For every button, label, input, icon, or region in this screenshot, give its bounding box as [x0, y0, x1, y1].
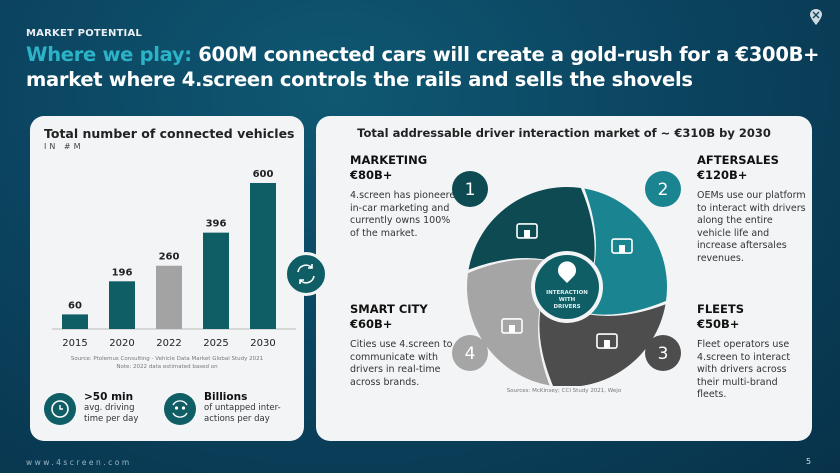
segment-name: SMART CITY: [350, 302, 428, 316]
chart-subtitle: IN #M: [44, 142, 84, 151]
segment-text: Cities use 4.screen to communicate with …: [350, 339, 453, 388]
bar-2022: [156, 265, 182, 329]
segment-text: 4.screen has pioneered in-car marketing …: [350, 190, 462, 239]
x-tick-label: 2022: [156, 338, 181, 349]
segment-arc-marketing: [468, 187, 595, 270]
segment-arc-smart-city: [467, 259, 550, 386]
chart-title: Total number of connected vehicles: [44, 126, 295, 141]
stat-value: >50 min: [84, 391, 134, 403]
market-card: Total addressable driver interaction mar…: [316, 116, 812, 441]
center-circle: [535, 255, 599, 319]
x-tick-label: 2020: [109, 338, 134, 349]
market-source: Sources: McKinsey; CCI Study 2021, Wejo: [506, 388, 622, 394]
x-tick-label: 2030: [250, 338, 275, 349]
segment-name: MARKETING: [350, 153, 428, 167]
bar-2020: [109, 281, 135, 329]
sync-icon: [284, 252, 328, 296]
segment-value: €50B+: [697, 317, 740, 331]
page-number: 5: [806, 457, 812, 466]
source-note-2: Note: 2022 data estimated based on: [116, 364, 218, 370]
x-tick-label: 2025: [203, 338, 228, 349]
connected-vehicles-card: Total number of connected vehicles IN #M…: [30, 116, 304, 441]
segment-number-badge: [452, 335, 488, 371]
source-note: Source: Ptolemus Consulting - Vehicle Da…: [70, 356, 264, 362]
stat-text: time per day: [84, 414, 139, 424]
segment-name: FLEETS: [697, 302, 745, 316]
stat-driving-time: >50 min avg. driving time per day: [44, 392, 138, 425]
segment-number: 3: [658, 344, 669, 364]
segment-smart-city: SMART CITY €60B+ Cities use 4.screen to co…: [350, 302, 462, 389]
segment-value: €120B+: [697, 168, 748, 182]
segment-number-badge: [452, 171, 488, 207]
x-tick-label: 2015: [62, 338, 87, 349]
clock-icon: [44, 392, 76, 425]
segment-arc-fleets: [539, 304, 666, 386]
segment-number: 1: [465, 180, 476, 200]
stat-text: avg. driving: [84, 403, 135, 413]
buildings-icon: [501, 318, 523, 334]
segment-fleets: FLEETS €50B+ Fleet operators use 4.screen …: [697, 302, 809, 402]
title-highlight: Where we play:: [26, 43, 192, 66]
kicker: MARKET POTENTIAL: [26, 28, 142, 39]
bar-label: 60: [68, 300, 82, 311]
segment-value: €60B+: [350, 317, 393, 331]
logo-icon: [558, 261, 576, 283]
bar-2015: [62, 314, 88, 329]
stat-text: actions per day: [204, 414, 270, 424]
segment-text: OEMs use our platform to interact with d…: [697, 190, 806, 264]
segment-value: €80B+: [350, 168, 393, 182]
stat-interactions: Billions of untapped inter-actions per da…: [164, 392, 281, 425]
segment-arc-aftersales: [584, 188, 667, 315]
segment-name: AFTERSALES: [697, 153, 779, 167]
market-title: Total addressable driver interaction mar…: [357, 126, 771, 140]
segment-number-badge: [645, 171, 681, 207]
bar-2025: [203, 232, 229, 329]
title-rest: 600M connected cars will create a gold-r…: [26, 43, 820, 91]
center-label: INTERACTION: [546, 290, 588, 296]
store-icon: [516, 223, 538, 239]
segment-number: 4: [465, 344, 476, 364]
logo-icon: [810, 9, 822, 25]
segment-number: 2: [658, 180, 669, 200]
page-title: Where we play: 600M connected cars will …: [26, 42, 826, 92]
bar-label: 396: [206, 219, 227, 230]
segment-number-badge: [645, 335, 681, 371]
bar-label: 260: [159, 252, 180, 263]
segment-text: Fleet operators use 4.screen to interact…: [697, 339, 791, 400]
segment-aftersales: AFTERSALES €120B+ OEMs use our platform to…: [697, 153, 809, 265]
bar-label: 600: [253, 169, 274, 180]
bar-chart: 60 2015 196 2020 260 2022 396 2025 600 2030: [52, 169, 296, 349]
stat-value: Billions: [204, 391, 248, 403]
center-label: WITH: [559, 297, 576, 303]
bar-label: 196: [112, 267, 133, 278]
stat-text: of untapped inter-: [204, 403, 281, 413]
bar-2030: [250, 183, 276, 329]
taxi-icon: [596, 333, 618, 349]
segment-marketing: MARKETING €80B+ 4.screen has pioneered in-…: [350, 153, 462, 240]
footer-url[interactable]: www.4screen.com: [26, 458, 132, 467]
car-wrench-icon: [611, 238, 633, 254]
center-label: DRIVERS: [553, 304, 580, 310]
people-cycle-icon: [164, 392, 196, 425]
